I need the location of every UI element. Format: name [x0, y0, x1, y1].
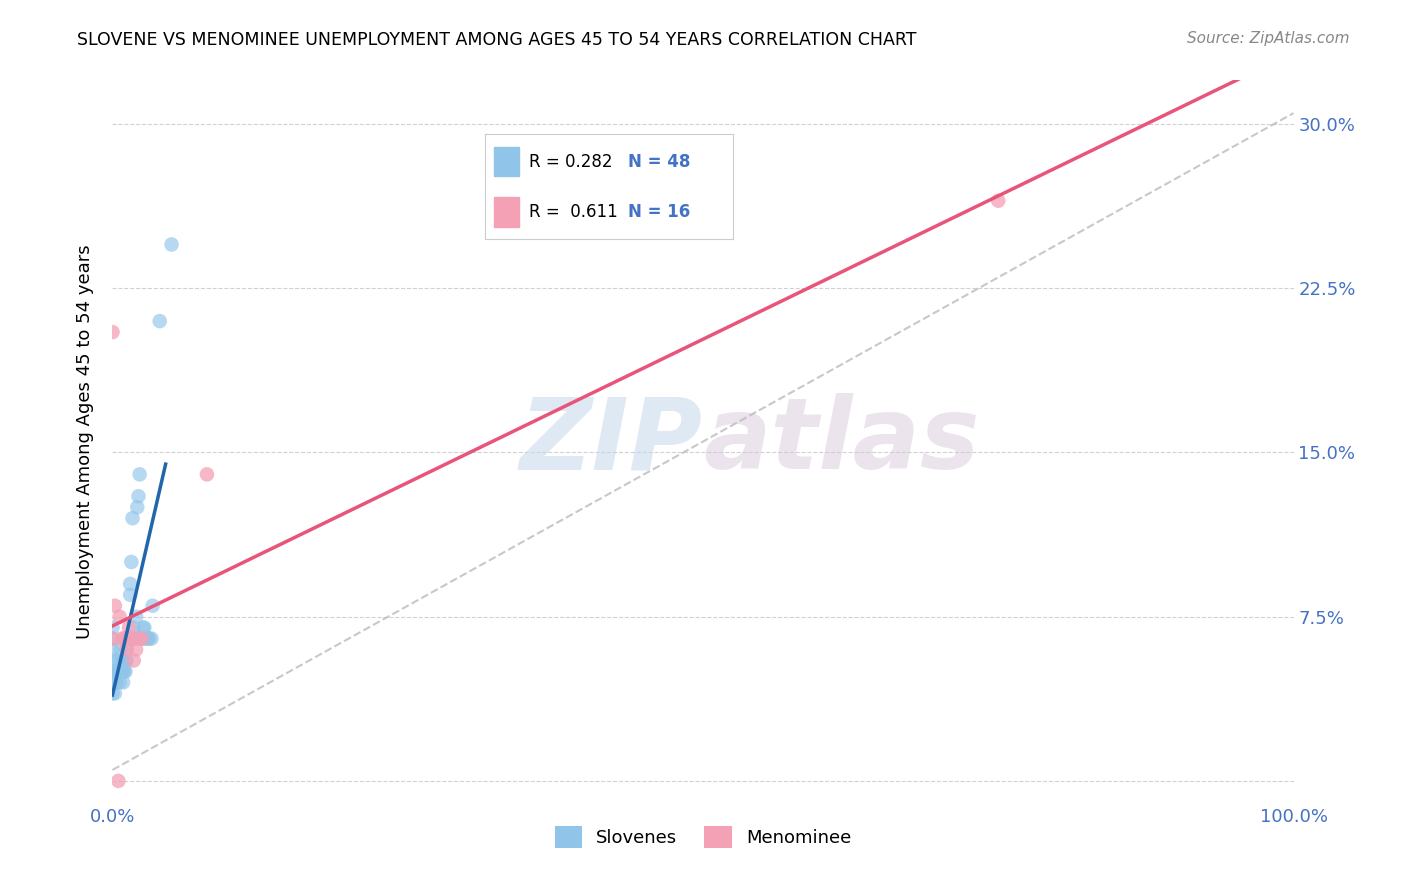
Point: [122, 621, 145, 635]
Point: [115, 642, 138, 657]
Point: [122, 632, 145, 646]
Point: [117, 632, 139, 646]
Point: [115, 642, 138, 657]
Point: [101, 632, 124, 646]
Point: [105, 675, 128, 690]
Point: [128, 467, 150, 482]
Point: [101, 653, 124, 667]
Point: [134, 621, 156, 635]
Point: [121, 511, 143, 525]
Point: [987, 194, 1010, 208]
Point: [118, 621, 141, 635]
Point: [112, 632, 135, 646]
Point: [127, 500, 149, 515]
Point: [112, 653, 135, 667]
Point: [105, 665, 128, 679]
Point: [120, 632, 142, 646]
Point: [160, 237, 183, 252]
Point: [107, 773, 129, 788]
Point: [111, 665, 134, 679]
Point: [101, 325, 124, 339]
Point: [141, 632, 163, 646]
Point: [120, 555, 142, 569]
Point: [104, 686, 127, 700]
Point: [108, 675, 131, 690]
Point: [107, 665, 129, 679]
Point: [110, 642, 132, 657]
Point: [108, 609, 131, 624]
Text: ZIP: ZIP: [520, 393, 703, 490]
Point: [112, 665, 135, 679]
Text: atlas: atlas: [703, 393, 980, 490]
Point: [101, 632, 124, 646]
Point: [114, 653, 136, 667]
Point: [107, 653, 129, 667]
Point: [101, 686, 124, 700]
Point: [131, 632, 153, 646]
Point: [135, 632, 157, 646]
Point: [115, 653, 138, 667]
Point: [125, 609, 148, 624]
Point: [131, 632, 153, 646]
Point: [101, 621, 124, 635]
Point: [136, 632, 159, 646]
Point: [124, 632, 146, 646]
Point: [111, 653, 134, 667]
Point: [114, 632, 136, 646]
Point: [142, 599, 165, 613]
Point: [125, 642, 148, 657]
Point: [118, 632, 141, 646]
Point: [111, 632, 134, 646]
Point: [149, 314, 172, 328]
Point: [112, 675, 135, 690]
Point: [127, 632, 149, 646]
Point: [122, 653, 145, 667]
Point: [104, 599, 127, 613]
Point: [120, 577, 142, 591]
Point: [127, 489, 149, 503]
Point: [120, 588, 142, 602]
Point: [195, 467, 218, 482]
Text: Source: ZipAtlas.com: Source: ZipAtlas.com: [1187, 31, 1350, 46]
Point: [105, 665, 128, 679]
Point: [112, 665, 135, 679]
Point: [101, 665, 124, 679]
Point: [101, 642, 124, 657]
Point: [101, 675, 124, 690]
Text: SLOVENE VS MENOMINEE UNEMPLOYMENT AMONG AGES 45 TO 54 YEARS CORRELATION CHART: SLOVENE VS MENOMINEE UNEMPLOYMENT AMONG …: [77, 31, 917, 49]
Point: [138, 632, 160, 646]
Legend: Slovenes, Menominee: Slovenes, Menominee: [547, 819, 859, 855]
Point: [114, 665, 136, 679]
Y-axis label: Unemployment Among Ages 45 to 54 years: Unemployment Among Ages 45 to 54 years: [76, 244, 94, 639]
Point: [132, 621, 155, 635]
